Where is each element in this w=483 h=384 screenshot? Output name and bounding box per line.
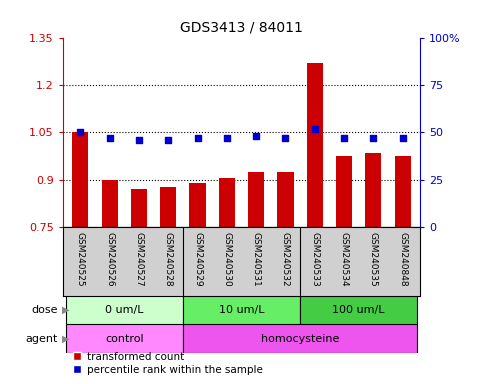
Text: ▶: ▶	[62, 334, 70, 344]
Text: GSM240533: GSM240533	[310, 232, 319, 287]
Bar	[101, 180, 118, 227]
Text: dose: dose	[31, 305, 58, 315]
Text: 0 um/L: 0 um/L	[105, 305, 143, 315]
Text: GSM240529: GSM240529	[193, 232, 202, 287]
Text: GSM240528: GSM240528	[164, 232, 173, 287]
Text: GSM240848: GSM240848	[398, 232, 407, 287]
Text: GSM240530: GSM240530	[222, 232, 231, 287]
Bar	[300, 296, 417, 324]
Point	[135, 137, 143, 143]
Point	[76, 129, 84, 136]
Point	[311, 126, 319, 132]
Text: control: control	[105, 334, 143, 344]
Bar	[66, 296, 183, 324]
Bar	[395, 156, 411, 227]
Bar	[131, 189, 147, 227]
Bar	[365, 153, 382, 227]
Bar	[160, 187, 176, 227]
Text: homocysteine: homocysteine	[261, 334, 339, 344]
Bar	[66, 324, 183, 353]
Point	[106, 135, 114, 141]
Bar	[183, 324, 417, 353]
Text: GDS3413 / 84011: GDS3413 / 84011	[180, 21, 303, 35]
Point	[282, 135, 289, 141]
Text: GSM240526: GSM240526	[105, 232, 114, 287]
Text: agent: agent	[26, 334, 58, 344]
Bar	[336, 156, 352, 227]
Point	[340, 135, 348, 141]
Text: GSM240534: GSM240534	[340, 232, 349, 287]
Text: GSM240525: GSM240525	[76, 232, 85, 287]
Bar	[72, 132, 88, 227]
Text: 10 um/L: 10 um/L	[219, 305, 264, 315]
Bar	[248, 172, 264, 227]
Point	[194, 135, 201, 141]
Text: ▶: ▶	[62, 305, 70, 315]
Point	[164, 137, 172, 143]
Text: GSM240532: GSM240532	[281, 232, 290, 287]
Text: GSM240535: GSM240535	[369, 232, 378, 287]
Point	[252, 133, 260, 139]
Bar	[277, 172, 294, 227]
Point	[399, 135, 407, 141]
Text: GSM240527: GSM240527	[134, 232, 143, 287]
Bar	[183, 296, 300, 324]
Text: 100 um/L: 100 um/L	[332, 305, 385, 315]
Point	[223, 135, 231, 141]
Point	[369, 135, 377, 141]
Bar	[189, 183, 206, 227]
Bar	[307, 63, 323, 227]
Legend: transformed count, percentile rank within the sample: transformed count, percentile rank withi…	[68, 348, 267, 379]
Bar	[219, 178, 235, 227]
Text: GSM240531: GSM240531	[252, 232, 261, 287]
